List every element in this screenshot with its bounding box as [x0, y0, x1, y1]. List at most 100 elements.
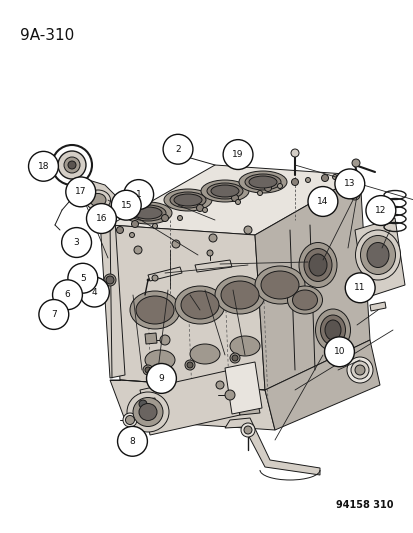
Polygon shape [140, 370, 240, 435]
Polygon shape [147, 267, 182, 281]
Ellipse shape [190, 344, 219, 364]
Ellipse shape [170, 192, 206, 208]
Circle shape [68, 263, 97, 293]
Ellipse shape [244, 174, 280, 190]
Ellipse shape [134, 207, 161, 219]
Polygon shape [230, 368, 259, 415]
Circle shape [185, 360, 195, 370]
Ellipse shape [124, 202, 171, 224]
Ellipse shape [230, 336, 259, 356]
Circle shape [131, 221, 138, 228]
Ellipse shape [292, 290, 317, 310]
Circle shape [324, 337, 354, 367]
Text: 10: 10 [333, 348, 344, 356]
Circle shape [346, 357, 372, 383]
Circle shape [139, 400, 147, 408]
Ellipse shape [221, 281, 259, 309]
Circle shape [351, 159, 359, 167]
Circle shape [145, 367, 151, 373]
Circle shape [104, 274, 116, 286]
Text: 6: 6 [64, 290, 70, 299]
Text: 19: 19 [232, 150, 243, 159]
Circle shape [142, 365, 153, 375]
Polygon shape [110, 165, 359, 235]
Text: 12: 12 [374, 206, 386, 215]
Circle shape [79, 277, 109, 307]
Ellipse shape [238, 171, 286, 193]
Circle shape [163, 134, 192, 164]
Circle shape [243, 426, 252, 434]
Circle shape [106, 276, 114, 284]
Circle shape [291, 179, 298, 185]
Circle shape [206, 250, 212, 256]
Circle shape [177, 215, 182, 221]
Circle shape [231, 355, 237, 361]
Circle shape [307, 187, 337, 216]
Text: 9: 9 [158, 374, 164, 383]
Circle shape [39, 300, 69, 329]
Ellipse shape [308, 254, 326, 276]
Ellipse shape [164, 189, 211, 211]
Circle shape [350, 361, 368, 379]
Circle shape [209, 234, 216, 242]
Circle shape [62, 228, 91, 257]
Text: 14: 14 [316, 197, 328, 206]
Circle shape [159, 335, 170, 345]
Circle shape [58, 151, 86, 179]
Polygon shape [110, 225, 264, 390]
Ellipse shape [214, 276, 264, 314]
Ellipse shape [303, 248, 331, 281]
Ellipse shape [324, 320, 340, 340]
Polygon shape [369, 302, 385, 311]
Polygon shape [110, 380, 274, 430]
Text: 8: 8 [129, 437, 135, 446]
Circle shape [277, 183, 282, 189]
Circle shape [354, 365, 364, 375]
Circle shape [223, 140, 252, 169]
Circle shape [66, 177, 95, 207]
Ellipse shape [315, 309, 350, 351]
Circle shape [230, 353, 240, 363]
Ellipse shape [360, 236, 394, 274]
Circle shape [152, 223, 157, 229]
Text: 1: 1 [135, 190, 141, 199]
Text: 5: 5 [80, 274, 85, 282]
Ellipse shape [130, 291, 180, 329]
Ellipse shape [175, 286, 224, 324]
Circle shape [224, 390, 235, 400]
Polygon shape [264, 340, 379, 430]
Polygon shape [78, 178, 120, 212]
Circle shape [257, 190, 262, 196]
Circle shape [64, 157, 80, 173]
Circle shape [146, 364, 176, 393]
Circle shape [152, 275, 158, 281]
Ellipse shape [320, 315, 345, 345]
Text: 13: 13 [343, 180, 355, 188]
Circle shape [235, 199, 240, 205]
Polygon shape [224, 418, 319, 475]
Circle shape [52, 280, 82, 310]
Text: 9A-310: 9A-310 [20, 28, 74, 43]
Ellipse shape [260, 271, 298, 299]
Circle shape [365, 196, 395, 225]
Polygon shape [224, 362, 261, 414]
Circle shape [161, 214, 168, 222]
Ellipse shape [130, 205, 166, 221]
Circle shape [264, 184, 271, 191]
Circle shape [216, 381, 223, 389]
Circle shape [332, 174, 337, 180]
Circle shape [171, 240, 180, 248]
Ellipse shape [355, 230, 399, 280]
Polygon shape [195, 260, 231, 272]
Circle shape [196, 205, 203, 212]
Ellipse shape [180, 291, 218, 319]
Circle shape [68, 161, 76, 169]
Circle shape [349, 190, 359, 200]
Circle shape [187, 362, 192, 368]
Polygon shape [254, 175, 369, 390]
Circle shape [116, 227, 123, 233]
Ellipse shape [173, 194, 202, 206]
Ellipse shape [201, 180, 248, 202]
Circle shape [344, 273, 374, 303]
Text: 7: 7 [51, 310, 57, 319]
